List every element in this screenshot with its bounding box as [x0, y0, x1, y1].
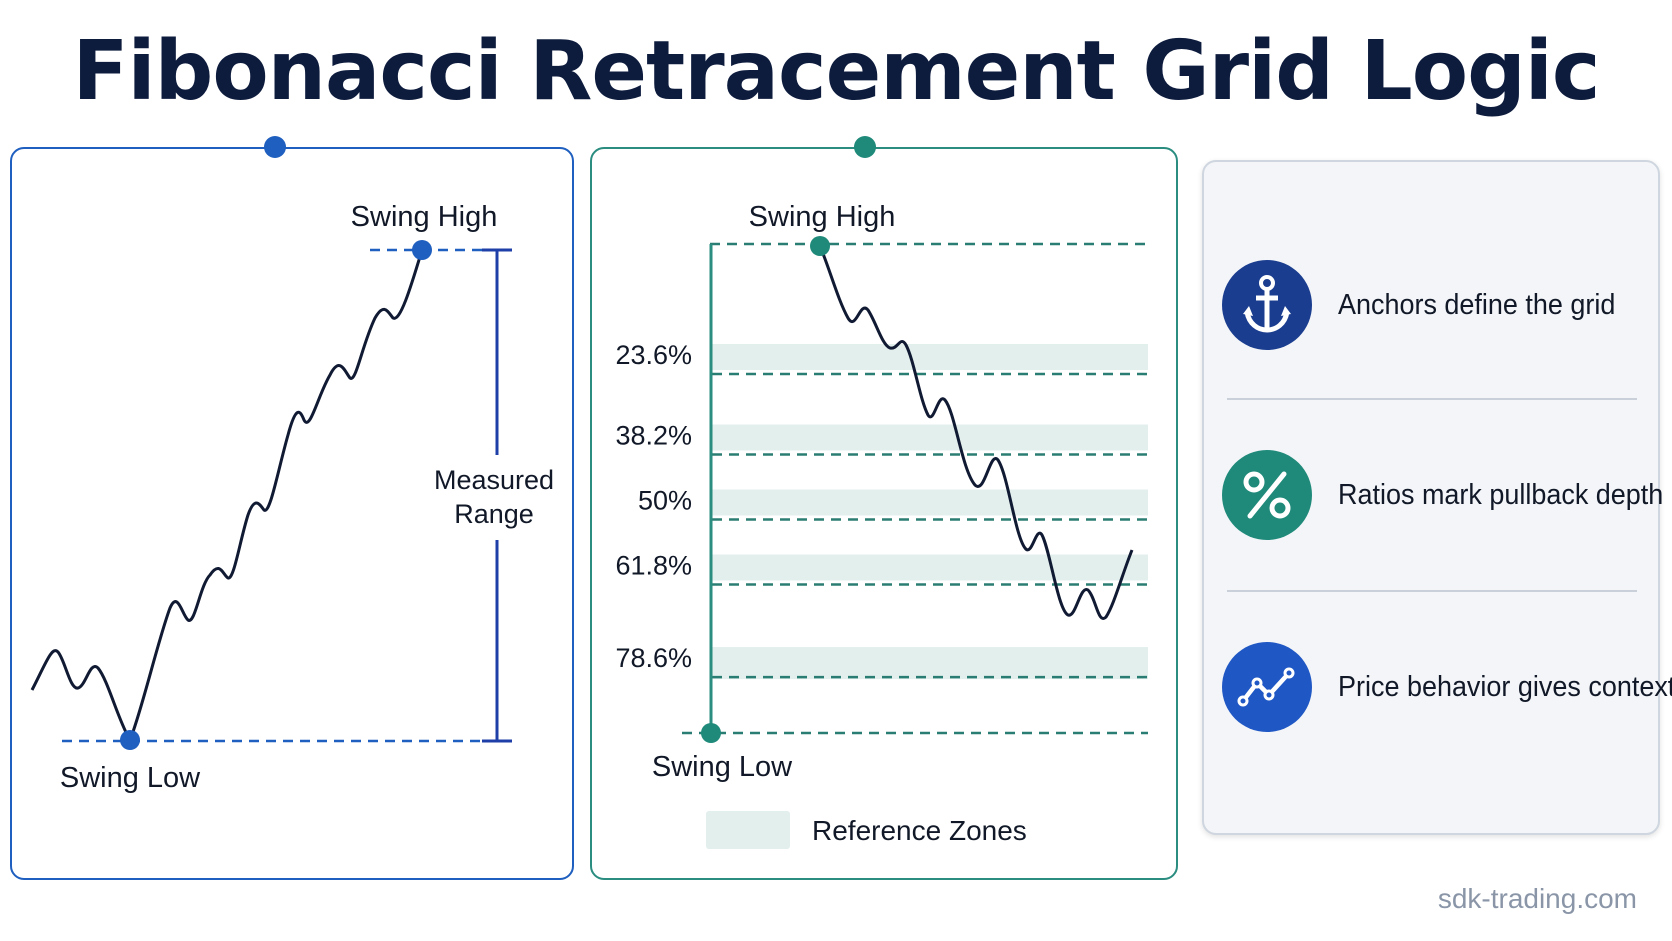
swing-high-point	[412, 240, 432, 260]
reference-zone-3	[712, 554, 1148, 581]
mid-swing-low-label: Swing Low	[652, 751, 793, 783]
swing-range-panel	[10, 147, 574, 880]
reference-zone-1	[712, 424, 1148, 451]
mid-panel-anchor-dot	[854, 136, 876, 158]
feature-ratios-text: Ratios mark pullback depth	[1338, 478, 1664, 511]
measured-range-label-line2: Range	[454, 499, 534, 529]
feature-ratios: Ratios mark pullback depth	[1222, 445, 1663, 545]
left-swing-high-label: Swing High	[351, 201, 498, 233]
feature-divider-1	[1227, 398, 1637, 400]
fib-level-label-1: 38.2%	[615, 420, 692, 450]
fib-level-label-0: 23.6%	[615, 340, 692, 370]
reference-zones-legend-label: Reference Zones	[812, 815, 1027, 846]
site-credit: sdk-trading.com	[1437, 883, 1637, 914]
left-panel-anchor-dot	[264, 136, 286, 158]
feature-anchors: Anchors define the grid	[1222, 255, 1652, 355]
fib-level-label-4: 78.6%	[615, 643, 692, 673]
fib-level-label-2: 50%	[638, 486, 692, 516]
anchor-icon	[1222, 260, 1312, 350]
fib-level-lines	[712, 372, 1148, 679]
reference-zone-2	[712, 489, 1148, 516]
feature-anchors-text: Anchors define the grid	[1338, 288, 1616, 321]
reference-zone-4	[712, 647, 1148, 680]
left-swing-low-label: Swing Low	[60, 762, 201, 794]
fib-level-labels: 23.6% 38.2% 50% 61.8% 78.6%	[615, 340, 692, 673]
reference-zone-swatch	[706, 811, 790, 849]
percent-icon	[1222, 450, 1312, 540]
downtrend-price-path	[818, 245, 1134, 620]
swing-low-point	[120, 730, 140, 750]
mid-swing-high-point	[810, 236, 830, 256]
trend-icon	[1222, 642, 1312, 732]
page-title: Fibonacci Retracement Grid Logic	[72, 24, 1601, 119]
feature-price-behavior-text: Price behavior gives context	[1338, 670, 1672, 703]
mid-swing-low-point	[701, 723, 721, 743]
uptrend-price-path	[30, 249, 424, 744]
feature-price-behavior: Price behavior gives context	[1222, 637, 1672, 737]
measured-range-label-line1: Measured	[434, 465, 554, 495]
feature-divider-2	[1227, 590, 1637, 592]
reference-zone-0	[712, 344, 1148, 371]
reference-zones	[712, 344, 1148, 680]
mid-swing-high-label: Swing High	[749, 201, 896, 233]
fib-level-label-3: 61.8%	[615, 551, 692, 581]
